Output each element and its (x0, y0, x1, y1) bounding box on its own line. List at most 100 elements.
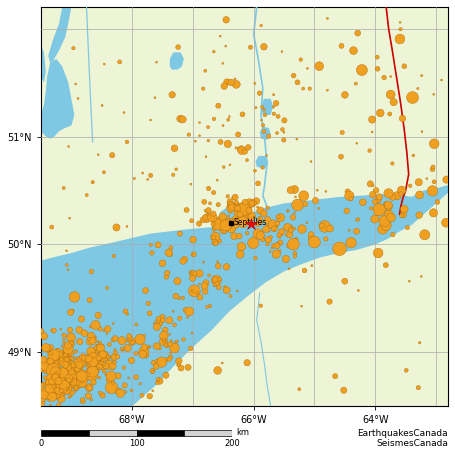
Point (52, 353, 59, 360)
Point (167, 244, 175, 251)
Point (86, 384, 93, 391)
Point (80, 381, 87, 388)
Point (226, 225, 233, 232)
Point (217, 32, 224, 40)
Point (99, 342, 106, 349)
Point (170, 171, 177, 178)
Point (40, 379, 48, 387)
Point (232, 203, 239, 210)
Point (63, 384, 71, 391)
Point (163, 273, 170, 281)
Point (243, 229, 251, 237)
Point (56, 385, 63, 392)
Point (230, 194, 237, 202)
Point (298, 225, 306, 233)
Point (301, 267, 308, 274)
Point (171, 145, 178, 152)
Point (369, 182, 377, 190)
Text: 100: 100 (129, 439, 145, 448)
Point (70, 378, 77, 386)
Point (216, 276, 223, 283)
Point (290, 72, 297, 79)
Point (348, 239, 355, 247)
Point (56, 374, 64, 382)
Point (150, 359, 157, 367)
Point (68, 377, 76, 385)
Point (89, 354, 96, 362)
Point (78, 353, 86, 361)
Point (173, 338, 181, 345)
Point (196, 269, 203, 277)
Point (267, 248, 274, 255)
Point (226, 198, 233, 205)
Point (63, 372, 71, 380)
Point (109, 336, 116, 344)
Point (119, 347, 126, 354)
Point (219, 213, 226, 220)
Point (58, 387, 65, 394)
Point (76, 359, 83, 367)
Point (65, 370, 72, 378)
Point (167, 349, 174, 357)
Point (247, 212, 254, 220)
Point (385, 201, 392, 209)
Point (114, 353, 121, 361)
Point (202, 279, 210, 286)
Point (160, 329, 167, 337)
Point (239, 111, 246, 118)
Point (398, 186, 405, 194)
Point (124, 344, 131, 352)
Point (196, 281, 203, 288)
Point (105, 376, 112, 384)
Point (61, 372, 68, 379)
Point (47, 343, 55, 351)
Point (258, 103, 266, 111)
Point (56, 351, 64, 359)
Point (369, 128, 376, 136)
Point (50, 380, 57, 387)
Point (181, 255, 188, 263)
Point (379, 226, 386, 233)
Point (94, 368, 101, 375)
Point (42, 344, 50, 352)
Point (95, 365, 102, 372)
Point (430, 209, 437, 217)
Text: 0: 0 (38, 439, 44, 448)
Point (53, 385, 60, 393)
Point (290, 241, 297, 248)
Point (65, 378, 72, 385)
Point (308, 262, 315, 269)
Point (326, 298, 333, 305)
Point (88, 268, 95, 276)
Point (113, 224, 120, 231)
Point (101, 60, 108, 68)
Point (249, 199, 256, 207)
Point (387, 73, 394, 80)
Point (371, 215, 379, 223)
Point (429, 187, 436, 195)
Point (234, 205, 241, 212)
Point (382, 262, 389, 269)
Point (50, 375, 57, 382)
Point (96, 374, 103, 381)
Point (101, 360, 108, 368)
Point (381, 217, 388, 225)
Point (354, 29, 361, 37)
Point (166, 331, 173, 338)
Point (71, 354, 78, 361)
Point (167, 354, 174, 361)
Point (70, 374, 77, 381)
Point (190, 270, 197, 278)
Point (147, 172, 154, 179)
Point (93, 344, 100, 351)
Polygon shape (217, 208, 235, 225)
Point (84, 363, 91, 371)
Point (215, 283, 222, 291)
Point (48, 379, 56, 387)
Point (164, 269, 171, 277)
Point (70, 44, 77, 52)
Point (161, 337, 168, 344)
Point (78, 373, 86, 380)
Point (414, 85, 421, 92)
Point (202, 67, 209, 74)
